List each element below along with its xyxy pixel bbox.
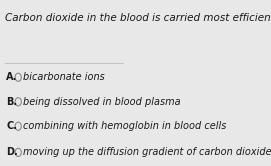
Text: being dissolved in blood plasma: being dissolved in blood plasma <box>23 97 181 107</box>
Text: moving up the diffusion gradient of carbon dioxide in the tissues: moving up the diffusion gradient of carb… <box>23 147 271 157</box>
Text: C.: C. <box>7 121 17 131</box>
Text: combining with hemoglobin in blood cells: combining with hemoglobin in blood cells <box>23 121 227 131</box>
Text: B.: B. <box>7 97 18 107</box>
Text: A.: A. <box>7 72 18 82</box>
Text: Carbon dioxide in the blood is carried most efficiently by:: Carbon dioxide in the blood is carried m… <box>5 13 271 23</box>
Text: D.: D. <box>7 147 18 157</box>
Text: bicarbonate ions: bicarbonate ions <box>23 72 105 82</box>
